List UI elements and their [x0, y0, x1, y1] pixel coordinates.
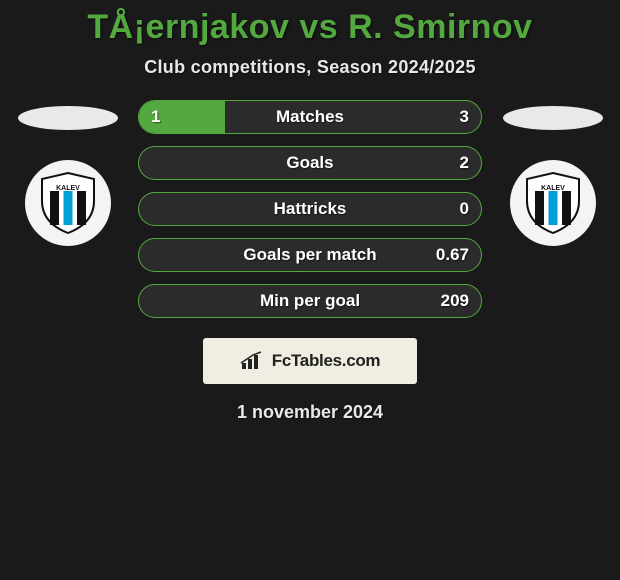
- stat-row: Goals per match 0.67: [138, 238, 482, 272]
- stat-row: Hattricks 0: [138, 192, 482, 226]
- brand-label: FcTables.com: [272, 351, 381, 371]
- stat-label: Min per goal: [260, 291, 360, 311]
- subtitle: Club competitions, Season 2024/2025: [0, 57, 620, 78]
- player-right-column: KALEV: [500, 100, 605, 246]
- stat-label: Hattricks: [274, 199, 347, 219]
- date-label: 1 november 2024: [0, 402, 620, 423]
- stat-row: Min per goal 209: [138, 284, 482, 318]
- stat-right-value: 3: [460, 107, 469, 127]
- stats-column: 1 Matches 3 Goals 2 Hattricks 0 Goals per match…: [138, 100, 482, 318]
- player-right-avatar: [503, 106, 603, 130]
- stat-right-value: 2: [460, 153, 469, 173]
- shield-icon: KALEV: [38, 171, 98, 235]
- page-title: TÅ¡ernjakov vs R. Smirnov: [0, 8, 620, 47]
- player-right-club-badge: KALEV: [510, 160, 596, 246]
- stat-label: Goals: [286, 153, 333, 173]
- stat-label: Goals per match: [243, 245, 376, 265]
- shield-icon: KALEV: [523, 171, 583, 235]
- stat-right-value: 209: [441, 291, 469, 311]
- stat-row: Goals 2: [138, 146, 482, 180]
- stat-left-value: 1: [151, 107, 160, 127]
- comparison-widget: TÅ¡ernjakov vs R. Smirnov Club competiti…: [0, 0, 620, 423]
- main-row: KALEV 1 Matches 3 Goals 2 Hattricks 0 Goals per…: [0, 100, 620, 318]
- svg-text:KALEV: KALEV: [541, 185, 565, 192]
- brand-badge[interactable]: FcTables.com: [203, 338, 417, 384]
- player-left-club-badge: KALEV: [25, 160, 111, 246]
- stat-right-value: 0.67: [436, 245, 469, 265]
- player-left-avatar: [18, 106, 118, 130]
- svg-text:KALEV: KALEV: [56, 185, 80, 192]
- stat-row: 1 Matches 3: [138, 100, 482, 134]
- player-left-column: KALEV: [15, 100, 120, 246]
- bar-chart-icon: [240, 351, 266, 371]
- stat-right-value: 0: [460, 199, 469, 219]
- stat-label: Matches: [276, 107, 344, 127]
